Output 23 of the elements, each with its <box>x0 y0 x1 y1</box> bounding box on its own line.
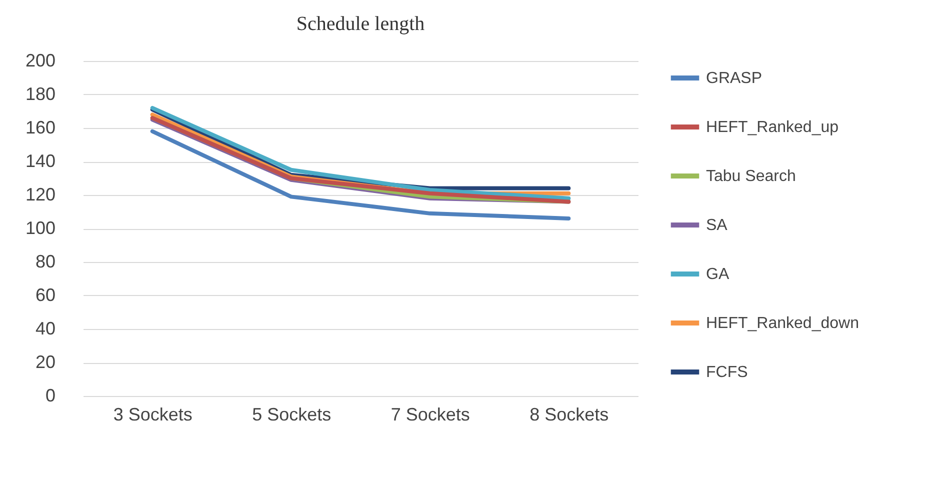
y-tick-label: 200 <box>25 50 56 70</box>
legend-label: HEFT_Ranked_up <box>706 119 839 136</box>
legend-label: GA <box>706 266 730 283</box>
x-tick-label: 7 Sockets <box>390 404 470 424</box>
y-tick-label: 0 <box>45 386 56 406</box>
legend-label: GRASP <box>706 70 762 87</box>
legend-label: HEFT_Ranked_down <box>706 315 859 332</box>
y-tick-label: 120 <box>25 184 56 204</box>
y-tick-label: 60 <box>35 285 56 305</box>
y-tick-label: 100 <box>25 218 56 238</box>
y-tick-label: 180 <box>25 84 56 104</box>
y-tick-label: 40 <box>35 318 56 338</box>
x-tick-label: 3 Sockets <box>113 404 192 424</box>
chart-title: Schedule length <box>296 13 425 35</box>
legend-label: SA <box>706 217 728 234</box>
y-tick-label: 140 <box>25 151 56 171</box>
y-tick-label: 80 <box>35 252 56 272</box>
legend-label: FCFS <box>706 364 748 381</box>
legend-label: Tabu Search <box>706 168 796 185</box>
x-tick-label: 5 Sockets <box>252 404 332 424</box>
y-tick-label: 20 <box>35 352 56 372</box>
y-tick-label: 160 <box>25 118 56 138</box>
x-tick-label: 8 Sockets <box>530 404 609 424</box>
